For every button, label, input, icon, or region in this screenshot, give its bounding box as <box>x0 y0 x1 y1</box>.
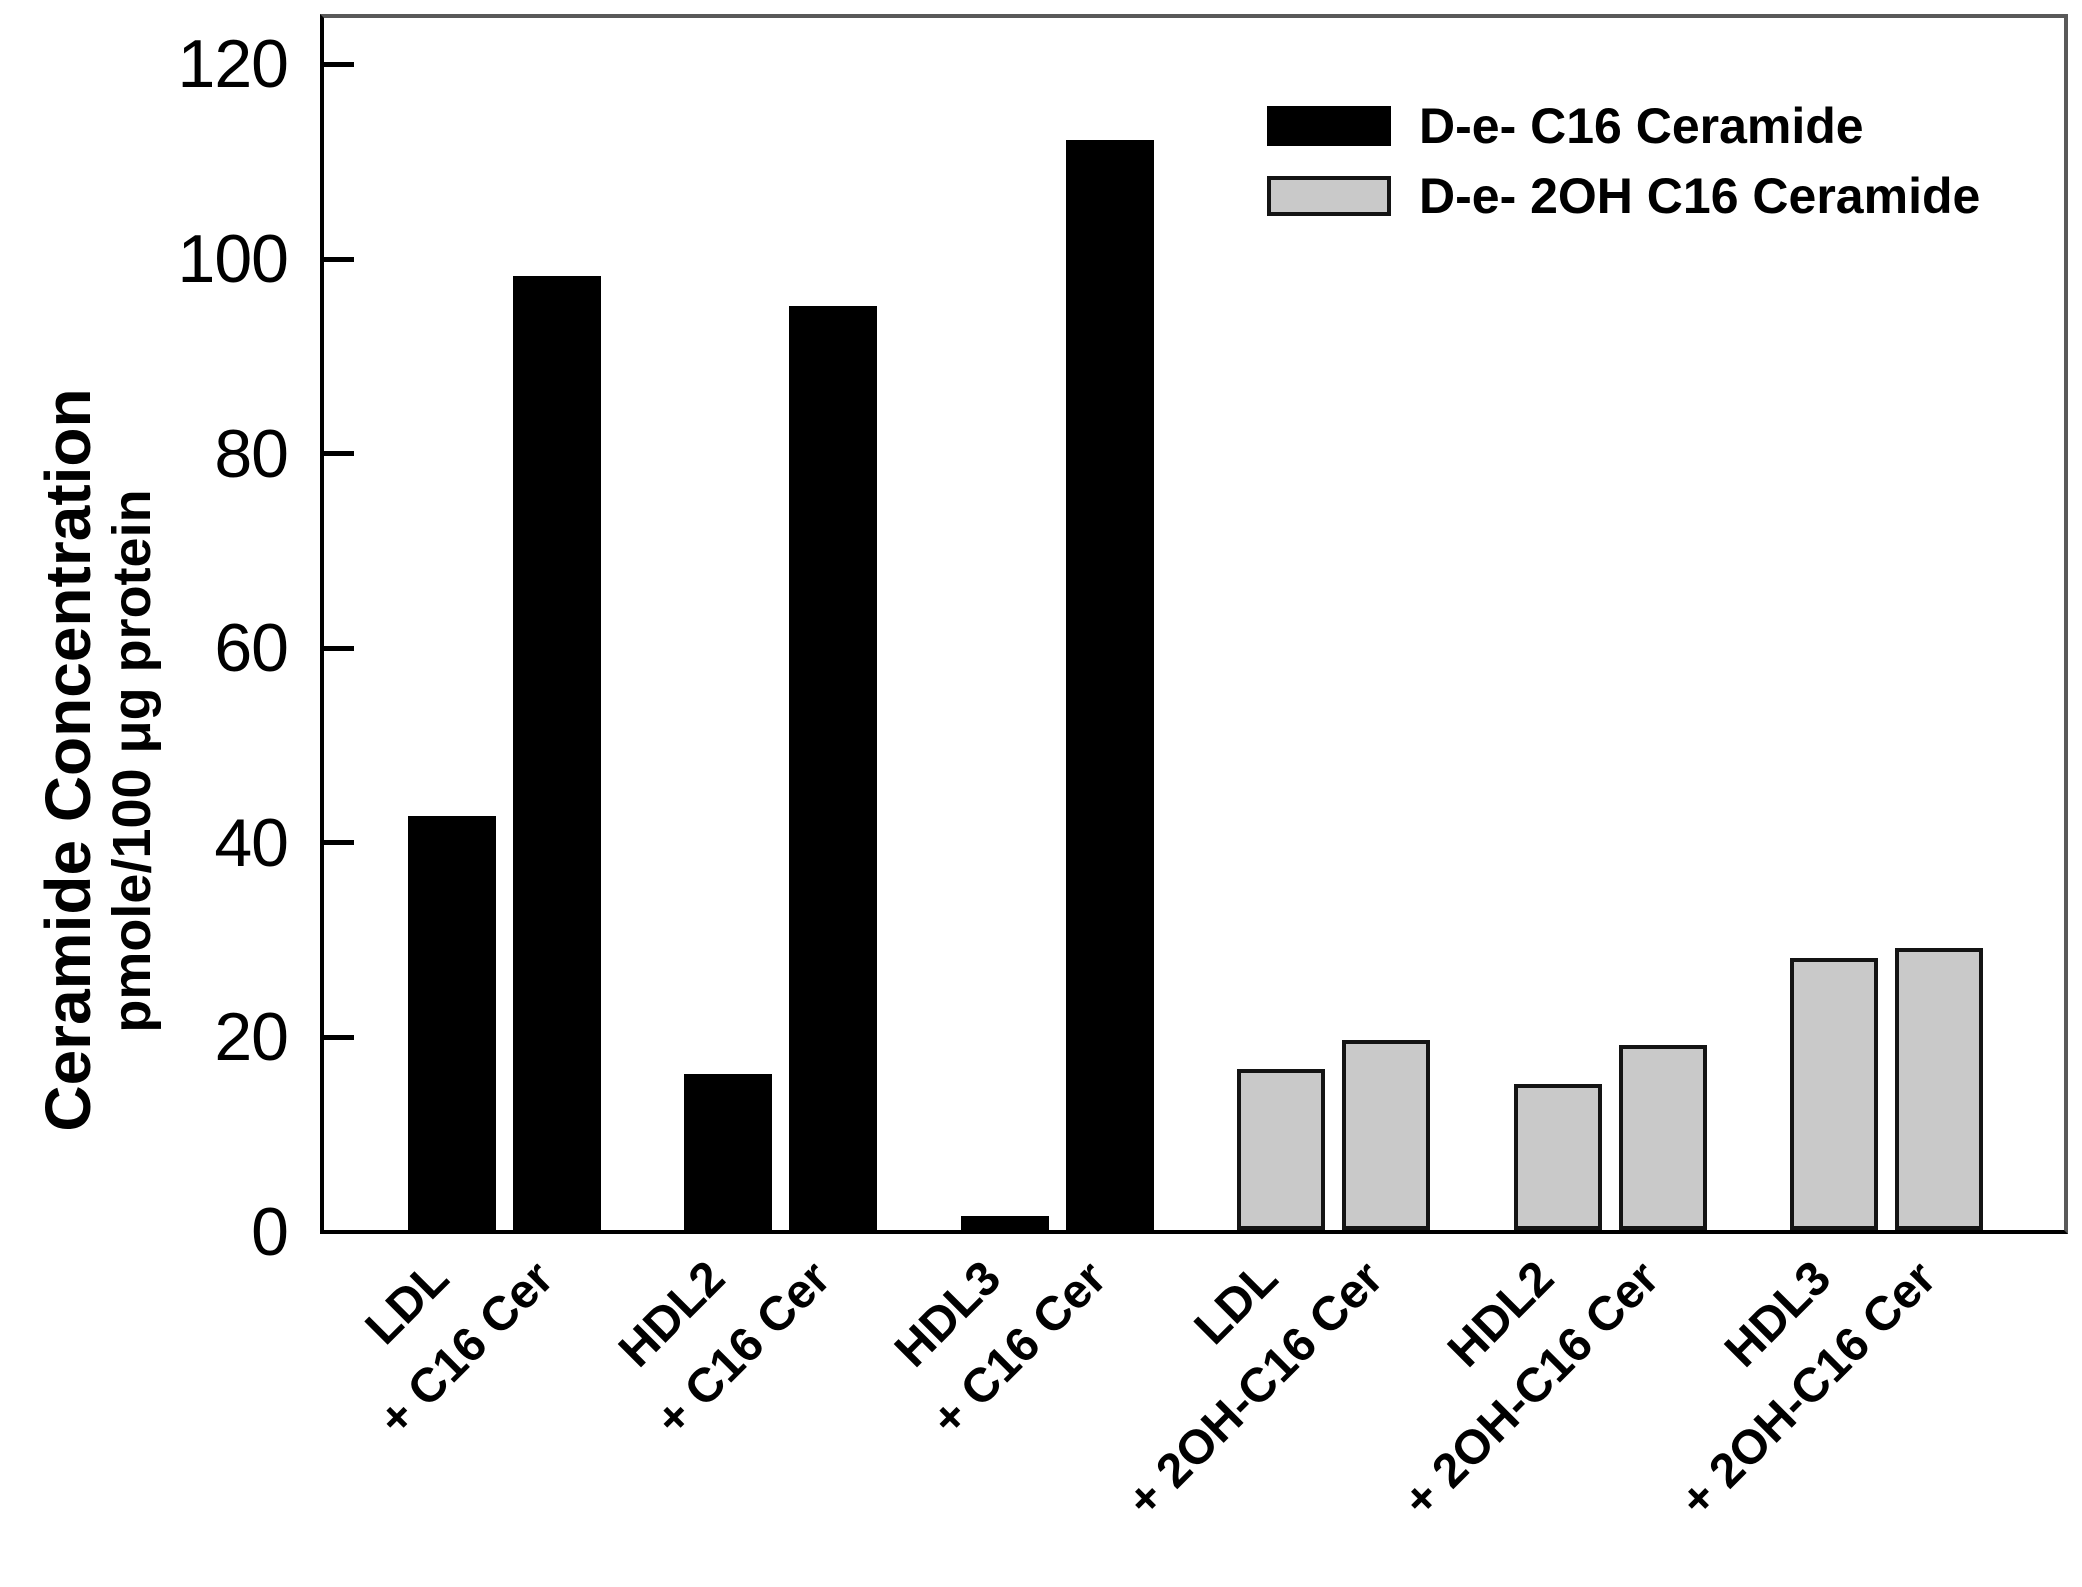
bar-9-hdl2 <box>1513 1084 1602 1230</box>
y-axis-title: Ceramide Concentration <box>32 388 104 1132</box>
bar-5-hdl3 <box>960 1216 1049 1230</box>
y-tick-label-60: 60 <box>214 610 289 687</box>
y-tick-mark-60 <box>324 645 354 651</box>
y-tick-label-100: 100 <box>177 221 289 297</box>
legend-entry-black: D-e- C16 Ceramide <box>1267 98 1864 154</box>
y-tick-label-20: 20 <box>214 999 289 1076</box>
bar-7-ldl <box>1237 1069 1326 1230</box>
y-tick-mark-20 <box>324 1034 354 1040</box>
bar-6-c16-cer <box>1065 140 1154 1230</box>
y-tick-label-80: 80 <box>214 415 289 492</box>
bar-8-2oh-c16-cer <box>1342 1040 1431 1230</box>
bar-4-c16-cer <box>789 306 878 1230</box>
bar-10-2oh-c16-cer <box>1618 1045 1707 1230</box>
y-tick-mark-80 <box>324 451 354 457</box>
bar-12-2oh-c16-cer <box>1895 948 1983 1230</box>
y-tick-label-40: 40 <box>214 804 289 881</box>
plot-area <box>320 14 2068 1234</box>
legend-entry-gray: D-e- 2OH C16 Ceramide <box>1267 168 1980 224</box>
y-tick-label-0: 0 <box>251 1194 289 1270</box>
y-tick-label-120: 120 <box>177 26 289 103</box>
legend-label-black: D-e- C16 Ceramide <box>1419 98 1864 154</box>
bar-2-c16-cer <box>513 276 601 1230</box>
y-axis-subtitle: pmole/100 μg protein <box>102 489 162 1033</box>
bar-3-hdl2 <box>684 1074 773 1230</box>
bar-1-ldl <box>408 816 496 1230</box>
legend-label-gray: D-e- 2OH C16 Ceramide <box>1419 168 1981 224</box>
legend-swatch-gray-icon <box>1267 176 1391 216</box>
bar-11-hdl3 <box>1790 958 1878 1230</box>
y-tick-mark-100 <box>324 256 354 262</box>
legend-swatch-black-icon <box>1267 106 1391 146</box>
y-tick-mark-40 <box>324 840 354 846</box>
y-tick-mark-120 <box>324 61 354 67</box>
